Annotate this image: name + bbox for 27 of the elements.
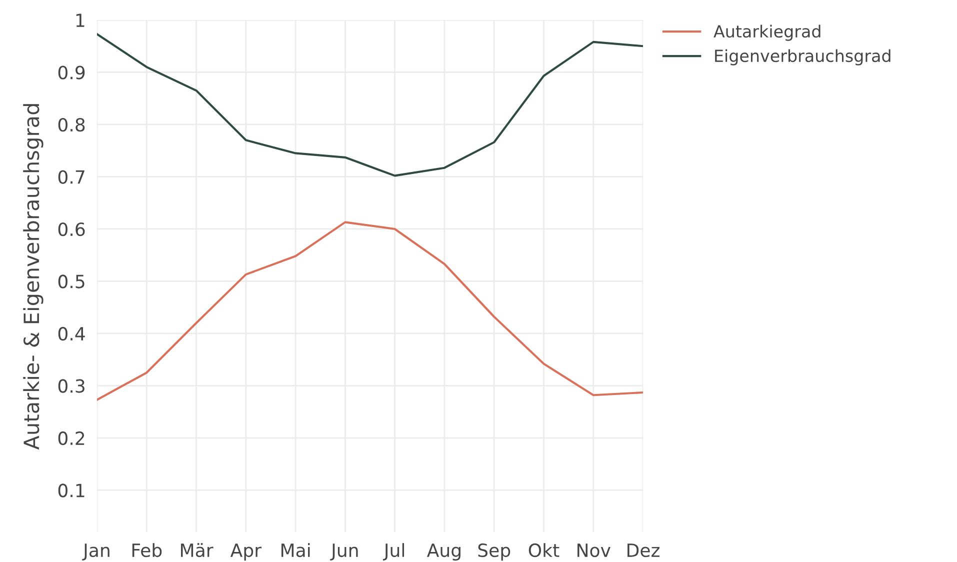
- x-tick-label: Sep: [478, 543, 510, 561]
- x-tick-label: Dez: [628, 544, 660, 558]
- x-tick-label: Mai: [281, 543, 310, 558]
- x-tick-label: Mär: [181, 543, 214, 558]
- y-axis-title: Autarkie- & Eigenverbrauchsgrad: [23, 104, 44, 450]
- x-tick-label: Jun: [330, 544, 358, 560]
- y-tick-label: 0.9: [58, 66, 85, 80]
- y-tick-label: 0.5: [58, 274, 84, 288]
- y-tick-label: 0.2: [58, 431, 84, 446]
- x-tick-label: Aug: [426, 544, 460, 561]
- x-tick-label: Jan: [82, 544, 110, 560]
- x-tick-label: Apr: [230, 544, 262, 561]
- y-tick-label: 0.4: [58, 326, 85, 341]
- y-tick-label: 0.3: [58, 379, 84, 393]
- line-series: [97, 33, 643, 177]
- x-tick-label: Okt: [528, 543, 560, 558]
- y-tick-label: 0.8: [58, 118, 85, 132]
- y-tick-label: 0.1: [58, 484, 84, 498]
- x-tick-label: Feb: [132, 543, 162, 558]
- line-series: [97, 221, 643, 401]
- y-tick-label: 1: [76, 14, 84, 27]
- x-tick-label: Nov: [578, 544, 610, 558]
- y-tick-label: 0.7: [58, 170, 84, 184]
- y-tick-label: 0.6: [58, 222, 85, 236]
- legend-label: Eigenverbrauchsgrad: [715, 49, 890, 66]
- x-tick-label: Jul: [382, 543, 404, 560]
- legend-label: Autarkiegrad: [714, 24, 820, 41]
